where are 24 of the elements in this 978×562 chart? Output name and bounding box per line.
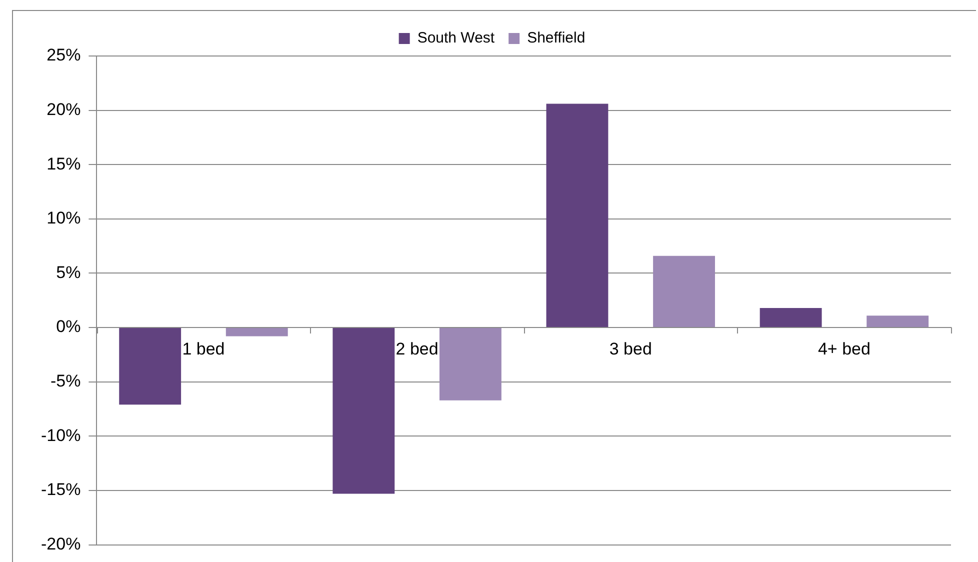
bar [760,308,822,328]
y-tick-label: -10% [41,426,81,445]
y-tick-label: -5% [50,372,81,391]
y-tick-label: -15% [41,480,81,500]
y-tick-label: 0% [56,317,81,336]
bar [439,328,502,400]
bar [226,328,288,336]
legend-label: Sheffield [527,30,586,47]
bar [866,316,929,328]
bar [653,256,715,328]
y-tick-label: -20% [41,534,81,554]
bar [332,328,395,494]
x-tick-label: 2 bed [396,339,438,358]
x-tick-label: 4+ bed [818,339,870,358]
x-tick-label: 1 bed [182,339,225,358]
y-tick-label: 10% [46,208,81,228]
bar [546,104,608,328]
y-tick-label: 20% [46,100,81,119]
y-tick-label: 25% [46,46,81,65]
legend-label: South West [417,30,496,47]
x-tick-label: 3 bed [609,339,652,358]
y-tick-label: 15% [46,154,81,174]
y-tick-label: 5% [56,262,81,282]
bar [119,328,182,405]
